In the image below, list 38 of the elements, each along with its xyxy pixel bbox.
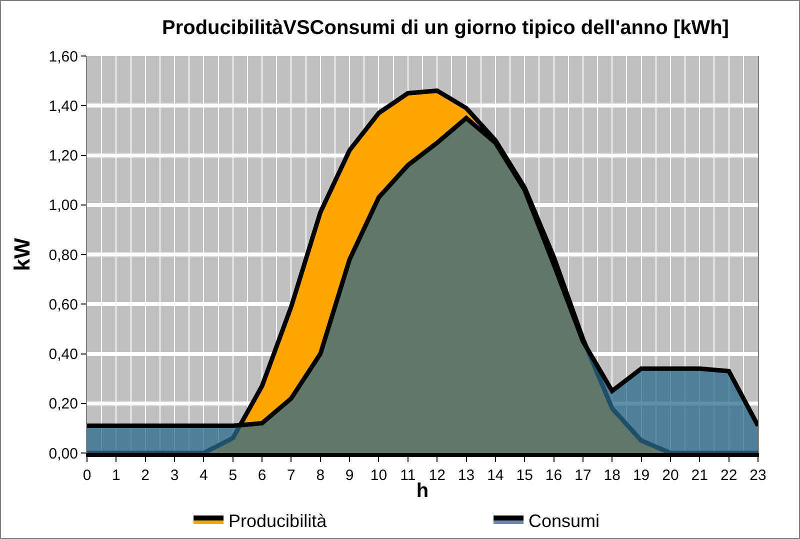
x-tick-label: 4 — [200, 467, 208, 484]
legend-label: Consumi — [528, 511, 600, 531]
y-tick-label: 0,20 — [48, 396, 78, 413]
x-tick-label: 9 — [345, 467, 354, 484]
y-tick-label: 0,00 — [48, 445, 78, 462]
x-tick-label: 6 — [258, 467, 266, 484]
x-tick-label: 12 — [428, 467, 446, 484]
y-tick-label: 0,40 — [48, 346, 78, 363]
x-tick-label: 11 — [400, 467, 416, 484]
y-tick-label: 0,80 — [48, 246, 78, 264]
x-tick-label: 10 — [370, 467, 388, 484]
y-tick-label: 1,60 — [48, 48, 78, 66]
x-tick-label: 16 — [545, 467, 562, 484]
x-tick-label: 2 — [141, 467, 150, 484]
x-tick-label: 1 — [112, 467, 120, 484]
x-tick-label: 5 — [228, 467, 238, 484]
x-tick-label: 15 — [516, 467, 533, 484]
y-tick-label: 0,60 — [48, 296, 78, 314]
x-tick-label: 18 — [604, 467, 620, 484]
x-axis-title: h — [416, 480, 429, 502]
x-tick-label: 17 — [574, 467, 592, 484]
x-tick-label: 21 — [691, 467, 708, 484]
x-tick-label: 20 — [662, 467, 679, 484]
x-tick-label: 14 — [487, 467, 504, 484]
x-tick-label: 22 — [720, 467, 738, 484]
y-axis-title: kW — [10, 238, 35, 271]
y-tick-label: 1,00 — [48, 197, 78, 214]
x-tick-label: 0 — [82, 467, 92, 484]
x-tick-label: 13 — [458, 467, 475, 484]
x-tick-label: 7 — [287, 467, 296, 484]
x-tick-label: 3 — [170, 467, 179, 484]
x-tick-label: 23 — [750, 467, 766, 484]
x-tick-label: 19 — [632, 467, 650, 484]
x-tick-label: 8 — [316, 467, 325, 484]
legend-label: Producibilità — [228, 511, 328, 531]
y-tick-label: 1,40 — [48, 98, 78, 115]
chart-title: ProducibilitàVSConsumi di un giorno tipico dell'anno [kWh] — [162, 16, 729, 39]
y-tick-label: 1,20 — [48, 148, 78, 164]
